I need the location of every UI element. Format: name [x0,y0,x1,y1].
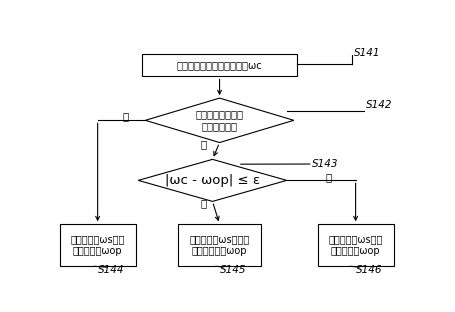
Bar [177,224,261,266]
Polygon shape [138,159,286,202]
Text: 否: 否 [325,172,332,182]
Text: S144: S144 [97,265,124,275]
Text: |ωc - ωop| ≤ ε: |ωc - ωop| ≤ ε [165,174,259,187]
Text: S145: S145 [219,265,246,275]
Text: 振颤烈度是否超过
临界调控阙値: 振颤烈度是否超过 临界调控阙値 [195,110,243,131]
Polygon shape [145,98,293,143]
Text: 将期望转速ωs设定
为最优转速ωop: 将期望转速ωs设定 为最优转速ωop [71,234,125,256]
Text: 是: 是 [200,139,206,149]
Text: 否: 否 [122,111,129,121]
Text: S146: S146 [355,265,381,275]
Text: 将期望转速ωs设定为
低于最优转速ωop: 将期望转速ωs设定为 低于最优转速ωop [189,234,249,256]
Bar [60,224,135,266]
Text: S143: S143 [311,159,337,169]
Text: 将期望转速ωs设定
为最优转速ωop: 将期望转速ωs设定 为最优转速ωop [328,234,382,256]
Bar [317,224,393,266]
Text: 是: 是 [200,198,206,208]
Bar [142,54,297,76]
Text: S141: S141 [353,48,379,58]
Text: 获取风力发电机的当前转速ωc: 获取风力发电机的当前转速ωc [176,60,262,70]
Text: S142: S142 [365,100,392,110]
